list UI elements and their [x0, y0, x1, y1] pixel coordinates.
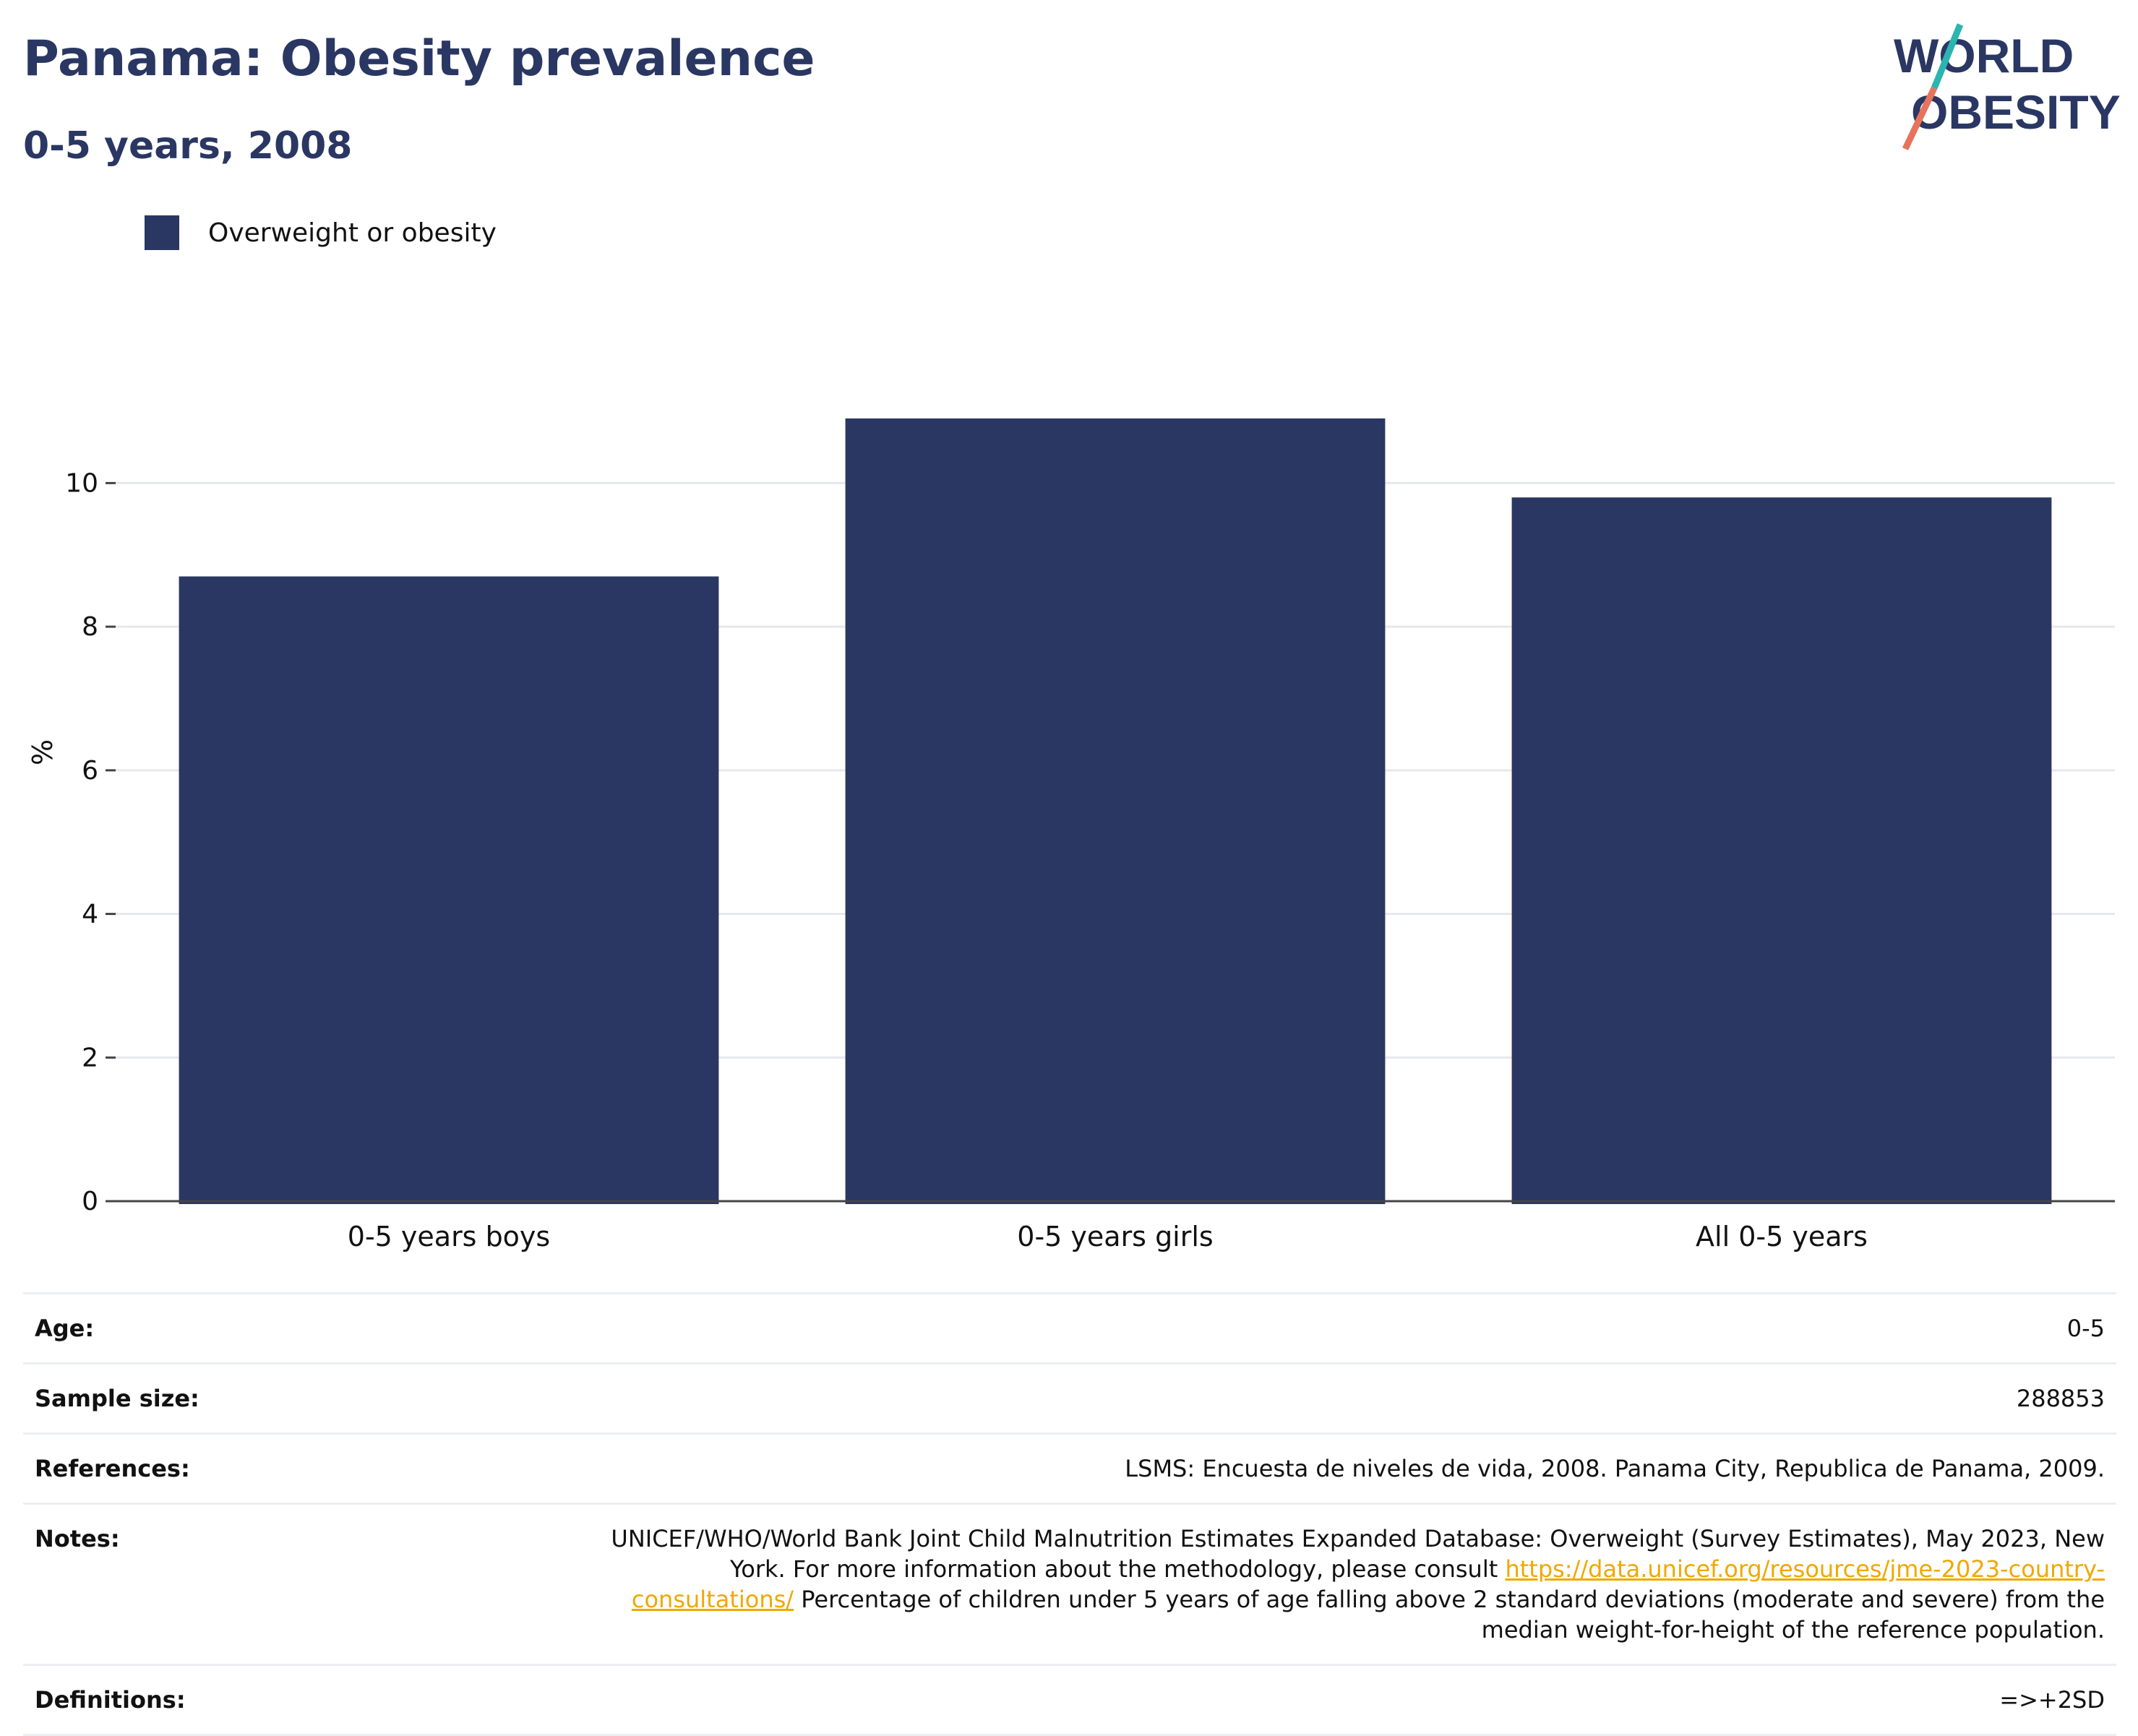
world-obesity-logo: WORLD OBESITY: [1894, 23, 2121, 150]
notes-label: Notes:: [35, 1525, 120, 1552]
legend-label: Overweight or obesity: [208, 218, 497, 248]
sample-size-value: 288853: [2016, 1385, 2105, 1412]
notes-value: UNICEF/WHO/World Bank Joint Child Malnut…: [587, 1524, 2105, 1645]
sample-size-label: Sample size:: [35, 1385, 199, 1412]
logo-line2: OBESITY: [1911, 85, 2121, 139]
notes-text-after: Percentage of children under 5 years of …: [794, 1586, 2105, 1643]
references-label: References:: [35, 1455, 190, 1482]
bar: [845, 418, 1386, 1204]
y-axis-label: %: [27, 739, 59, 765]
logo-line1: WORLD: [1894, 29, 2074, 82]
info-row-definitions: Definitions: =>+2SD: [23, 1664, 2116, 1736]
y-tick-label: 10: [65, 468, 98, 498]
info-row-sample-size: Sample size: 288853: [23, 1362, 2116, 1432]
definitions-label: Definitions:: [35, 1686, 186, 1714]
y-tick-label: 0: [82, 1187, 98, 1216]
x-tick-label: All 0-5 years: [1696, 1221, 1868, 1252]
y-tick-label: 8: [82, 612, 98, 642]
x-tick-label: 0-5 years boys: [348, 1221, 550, 1252]
definitions-value: =>+2SD: [1999, 1686, 2105, 1714]
y-tick-label: 4: [82, 900, 98, 929]
methodology-link[interactable]: https://data.unicef.org/resources/jme-20…: [631, 1555, 2105, 1613]
info-row-age: Age: 0-5: [23, 1292, 2116, 1362]
bar: [1511, 497, 2052, 1204]
references-value: LSMS: Encuesta de niveles de vida, 2008.…: [1125, 1455, 2105, 1482]
legend-swatch: [145, 215, 179, 250]
chart-legend: Overweight or obesity: [145, 215, 497, 250]
bar-chart: 0 2 4 6 8 10% 0-5 years boys 0-5 years girls All…: [27, 418, 2115, 1252]
age-value: 0-5: [2066, 1315, 2105, 1342]
info-row-references: References: LSMS: Encuesta de niveles de…: [23, 1432, 2116, 1503]
notes-text-before: UNICEF/WHO/World Bank Joint Child Malnut…: [611, 1525, 2105, 1583]
age-label: Age:: [35, 1315, 95, 1342]
bar: [179, 576, 719, 1204]
info-table: Age: 0-5 Sample size: 288853 References:…: [23, 1292, 2116, 1736]
page-title: Panama: Obesity prevalence: [23, 30, 815, 87]
page-subtitle: 0-5 years, 2008: [23, 124, 353, 168]
info-row-notes: Notes: UNICEF/WHO/World Bank Joint Child…: [23, 1503, 2116, 1664]
y-tick-label: 2: [82, 1043, 98, 1073]
logo-slash-coral: [1902, 87, 1938, 150]
logo-slash-teal: [1931, 23, 1964, 90]
y-tick-label: 6: [82, 756, 98, 786]
x-tick-label: 0-5 years girls: [1017, 1221, 1213, 1252]
